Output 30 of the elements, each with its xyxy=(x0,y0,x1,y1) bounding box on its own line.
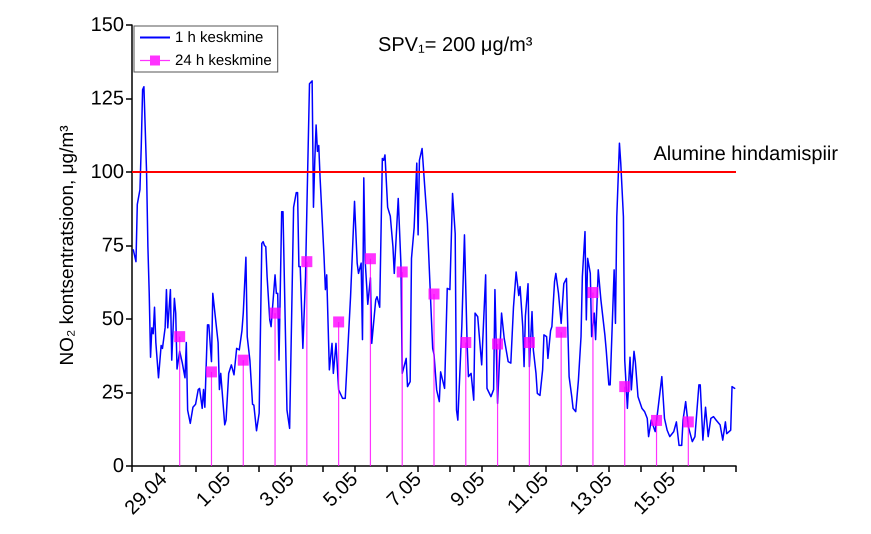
point xyxy=(428,288,440,300)
point xyxy=(396,266,408,278)
point xyxy=(492,338,504,350)
point xyxy=(270,308,281,319)
y-tick-label: 100 xyxy=(90,161,124,183)
point xyxy=(524,337,535,348)
y-axis-title: NO₂ kontsentratsioon, μg/m³ xyxy=(57,125,78,366)
point xyxy=(333,316,344,328)
legend-label: 1 h keskmine xyxy=(175,29,264,46)
point xyxy=(460,337,472,348)
point xyxy=(238,354,249,366)
y-tick-label: 0 xyxy=(112,455,124,477)
x-tick-label: 7.05 xyxy=(382,468,426,512)
point xyxy=(301,256,312,268)
point xyxy=(556,326,567,338)
y-tick-label: 150 xyxy=(90,14,124,36)
point xyxy=(206,366,217,378)
annotation: SPV₁= 200 μg/m³ xyxy=(378,34,533,56)
legend-label: 24 h keskmine xyxy=(175,52,272,69)
point xyxy=(682,416,694,428)
y-tick-label: 25 xyxy=(102,382,124,404)
point xyxy=(174,331,186,342)
point xyxy=(651,414,662,426)
ref-line-label: Alumine hindamispiir xyxy=(653,143,838,165)
y-tick-label: 75 xyxy=(102,234,124,256)
y-tick-label: 50 xyxy=(102,308,124,330)
point xyxy=(619,381,630,392)
y-tick-label: 125 xyxy=(90,88,124,110)
point xyxy=(364,253,376,264)
point xyxy=(587,287,598,298)
